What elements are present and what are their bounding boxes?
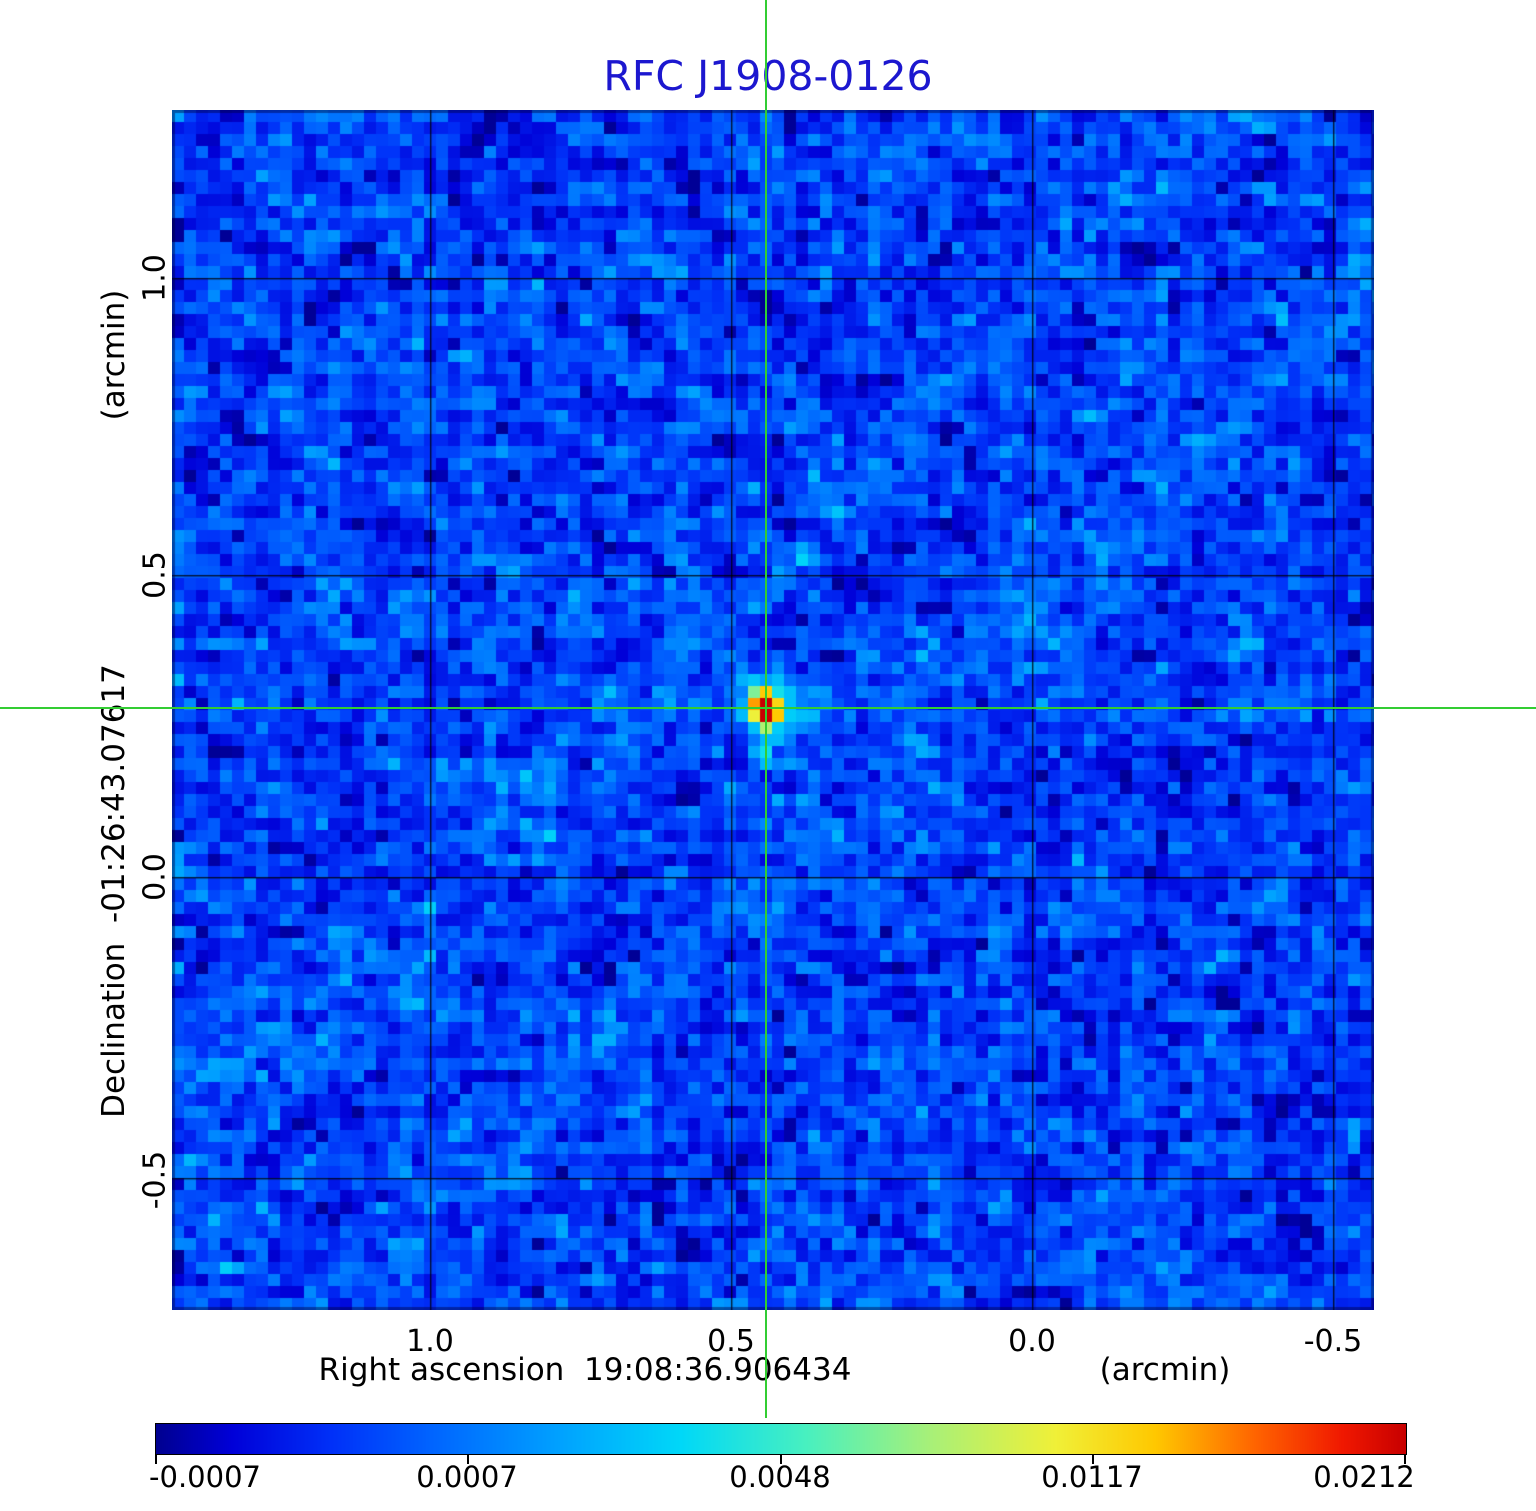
colorbar-tick-label: -0.0007 [149, 1460, 261, 1494]
x-tick-label: 0.5 [707, 1324, 755, 1359]
x-axis-unit-label: (arcmin) [1099, 1352, 1231, 1388]
y-tick-label: -0.5 [137, 1150, 173, 1210]
colorbar-tick-label: 0.0048 [729, 1460, 831, 1494]
y-axis-unit-label: (arcmin) [96, 289, 132, 421]
crosshair-vertical-line [765, 0, 767, 1418]
colorbar-canvas [155, 1423, 1407, 1455]
y-tick-label: 0.0 [137, 853, 173, 901]
colorbar-tick-label: 0.0007 [416, 1460, 518, 1494]
colorbar-tick [1092, 1455, 1094, 1464]
sky-map-canvas [172, 110, 1374, 1310]
x-tick-label: 1.0 [406, 1324, 454, 1359]
x-tick-label: 0.0 [1008, 1324, 1056, 1359]
y-tick-label: 0.5 [137, 551, 173, 599]
crosshair-horizontal-line [0, 707, 1536, 709]
y-axis-label: Declination -01:26:43.07617 [96, 664, 132, 1118]
colorbar-tick-label: 0.0117 [1041, 1460, 1143, 1494]
y-tick-label: 1.0 [137, 254, 173, 302]
x-axis-label: Right ascension 19:08:36.906434 [318, 1352, 852, 1388]
x-tick-label: -0.5 [1303, 1324, 1363, 1359]
colorbar-tick [1404, 1455, 1406, 1464]
page-title: RFC J1908-0126 [603, 52, 933, 100]
colorbar-tick-label: 0.0212 [1313, 1460, 1415, 1494]
colorbar-tick [155, 1455, 157, 1464]
colorbar-tick [467, 1455, 469, 1464]
colorbar-tick [780, 1455, 782, 1464]
